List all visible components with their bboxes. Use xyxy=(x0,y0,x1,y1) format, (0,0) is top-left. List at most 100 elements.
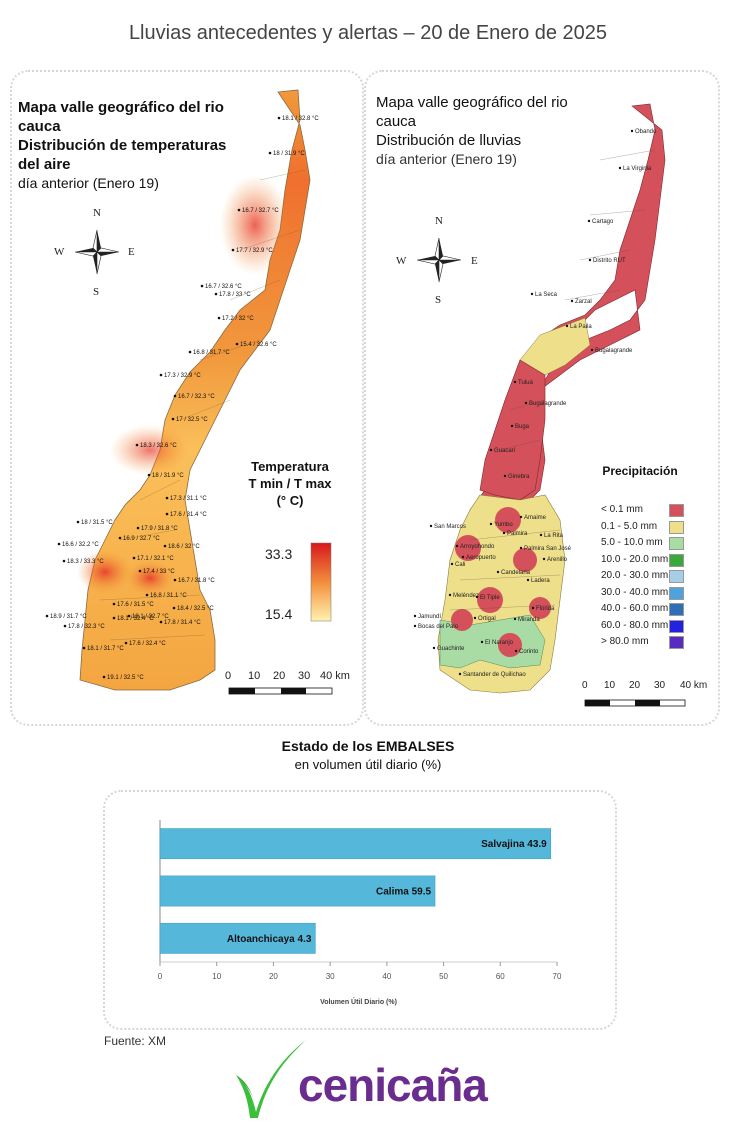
place-dot xyxy=(513,380,517,384)
temp-legend-min: 15.4 xyxy=(265,606,293,622)
station-label: 18 / 31.5 °C xyxy=(81,520,113,526)
x-tick-label: 0 xyxy=(158,972,163,981)
precipitation-legend-label: < 0.1 mm xyxy=(601,504,643,515)
precipitation-legend-label: 40.0 - 60.0 mm xyxy=(601,603,669,614)
rain-red-spot-4 xyxy=(529,597,551,619)
station-label: 18.3 / 33.3 °C xyxy=(67,559,104,565)
station-dot xyxy=(127,614,131,618)
station-label: 16.8 / 31.1 °C xyxy=(150,593,187,599)
place-dot xyxy=(458,672,462,676)
place-label: Ginebra xyxy=(508,474,530,480)
station-label: 18.1 / 32.7 °C xyxy=(132,614,169,620)
station-label: 18.9 / 31.7 °C xyxy=(50,614,87,620)
x-axis-label: Volumen Útil Diario (%) xyxy=(320,997,397,1006)
rain-red-spot-2 xyxy=(455,535,481,561)
temp-title-line-4: del aire xyxy=(18,156,71,173)
place-label: La Seca xyxy=(535,292,558,298)
station-label: 18.4 / 32.5 °C xyxy=(177,606,214,612)
station-label: 17.2 / 32 °C xyxy=(222,316,254,322)
station-label: 16.7 / 31.8 °C xyxy=(178,578,215,584)
place-label: El Tiple xyxy=(480,595,500,601)
place-label: La Virginia xyxy=(623,166,652,172)
place-label: Zarzal xyxy=(575,299,592,305)
precipitation-legend-swatch xyxy=(669,636,684,649)
precipitation-legend-swatch xyxy=(669,537,684,550)
temp-scale-20: 20 xyxy=(273,670,286,682)
place-dot xyxy=(588,258,592,262)
place-dot xyxy=(489,448,493,452)
place-dot xyxy=(542,557,546,561)
bar-altoanchicaya xyxy=(159,922,316,954)
place-label: Florida xyxy=(536,606,555,612)
temp-scale-40: 40 km xyxy=(320,670,350,682)
x-tick-label: 40 xyxy=(382,972,391,981)
station-dot xyxy=(147,473,151,477)
station-dot xyxy=(112,602,116,606)
station-label: 18.1 / 31.7 °C xyxy=(87,646,124,652)
place-dot xyxy=(432,646,436,650)
station-label: 17.3 / 31.1 °C xyxy=(170,496,207,502)
place-dot xyxy=(519,546,523,550)
station-dot xyxy=(217,316,221,320)
precipitation-legend-swatch xyxy=(669,603,684,616)
precipitation-legend-swatch xyxy=(669,570,684,583)
bar-data-label: Salvajina 43.9 xyxy=(481,839,547,850)
place-dot xyxy=(539,533,543,537)
station-label: 16.9 / 32.7 °C xyxy=(123,536,160,542)
place-dot xyxy=(513,617,517,621)
rain-scale-0: 0 xyxy=(582,680,588,691)
place-dot xyxy=(590,348,594,352)
station-label: 17.1 / 32.1 °C xyxy=(137,556,174,562)
place-dot xyxy=(565,324,569,328)
source-note: Fuente: XM xyxy=(104,1034,167,1048)
temp-subtitle: día anterior (Enero 19) xyxy=(18,175,159,191)
reservoirs-subtitle: en volumen útil diario (%) xyxy=(294,757,442,772)
temp-compass-e: E xyxy=(128,246,135,258)
place-dot xyxy=(519,515,523,519)
place-label: La Paila xyxy=(570,324,592,330)
precipitation-legend-label: 0.1 - 5.0 mm xyxy=(601,520,658,532)
temp-title-line-1: Mapa valle geográfico del rio xyxy=(18,99,224,116)
temp-title-line-3: Distribución de temperaturas xyxy=(18,137,227,154)
station-dot xyxy=(102,675,106,679)
x-tick-label: 10 xyxy=(212,972,221,981)
station-dot xyxy=(124,641,128,645)
place-label: Palmira San José xyxy=(524,546,572,552)
place-label: Aeropuerto xyxy=(466,555,496,561)
station-dot xyxy=(112,616,116,620)
rain-compass-n: N xyxy=(435,215,443,227)
place-label: Yumbo xyxy=(494,522,513,528)
voronoi-lines xyxy=(99,169,306,641)
station-dot xyxy=(159,620,163,624)
precipitation-legend-label: 20.0 - 30.0 mm xyxy=(601,570,669,581)
hot-spot-center xyxy=(110,425,190,475)
place-dot xyxy=(510,424,514,428)
station-dot xyxy=(145,593,149,597)
place-dot xyxy=(587,219,591,223)
bar-data-label: Altoanchicaya 4.3 xyxy=(227,934,312,945)
place-dot xyxy=(530,292,534,296)
hot-spot-south-1 xyxy=(77,550,133,594)
precipitation-legend-label: 10.0 - 20.0 mm xyxy=(601,553,669,565)
station-label: 19.1 / 32.5 °C xyxy=(107,675,144,681)
place-label: Corinto xyxy=(519,649,539,655)
station-dot xyxy=(76,520,80,524)
place-dot xyxy=(448,593,452,597)
station-dot xyxy=(268,151,272,155)
temp-scale-0: 0 xyxy=(225,670,232,682)
place-dot xyxy=(413,614,417,618)
station-label: 17.3 / 32.9 °C xyxy=(164,373,201,379)
temp-title-line-2: cauca xyxy=(18,118,61,135)
station-label: 18.1 / 32.4 °C xyxy=(117,616,154,622)
place-dot xyxy=(473,616,477,620)
station-label: 18.1 / 32.8 °C xyxy=(282,116,319,122)
rain-region-red-center xyxy=(479,359,546,501)
precipitation-legend-label: 60.0 - 80.0 mm xyxy=(601,619,669,631)
place-label: El Naranjo xyxy=(485,640,514,646)
place-dot xyxy=(489,522,493,526)
place-label: Meléndez xyxy=(453,593,479,599)
station-dot xyxy=(171,417,175,421)
rain-red-spot-1 xyxy=(495,507,521,533)
precipitation-legend-title: Precipitación xyxy=(602,464,678,478)
reservoirs-chart-panel xyxy=(103,790,617,1030)
